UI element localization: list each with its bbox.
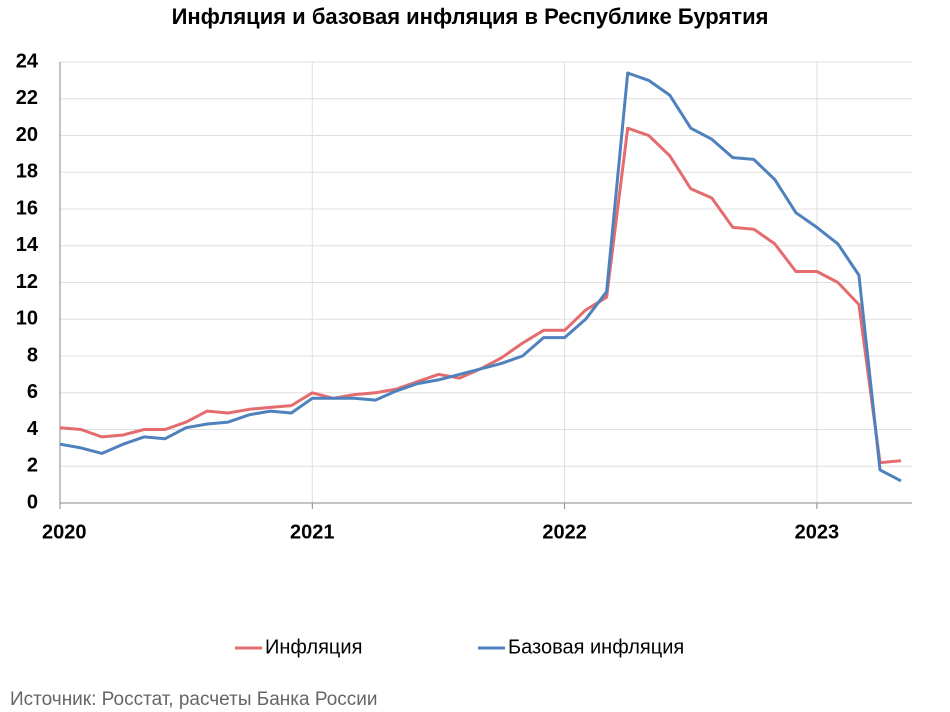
y-tick-label: 18 bbox=[16, 161, 38, 183]
source: Источник: Росстат, расчеты Банка России bbox=[10, 689, 378, 710]
y-tick-label: 6 bbox=[27, 381, 38, 403]
y-tick-label: 10 bbox=[16, 308, 38, 330]
y-tick-label: 14 bbox=[16, 234, 39, 256]
x-tick-label: 2023 bbox=[795, 521, 840, 543]
line-series bbox=[59, 71, 902, 483]
y-tick-label: 0 bbox=[27, 491, 38, 513]
legend-label: Инфляция bbox=[265, 636, 362, 658]
x-tick-label: 2021 bbox=[290, 521, 335, 543]
y-tick-label: 8 bbox=[27, 344, 38, 366]
x-tick-label: 2020 bbox=[42, 521, 87, 543]
y-tick-label: 4 bbox=[27, 418, 39, 440]
y-tick-label: 22 bbox=[16, 87, 38, 109]
y-tick-label: 16 bbox=[16, 197, 38, 219]
y-tick-label: 12 bbox=[16, 271, 38, 293]
y-tick-label: 24 bbox=[16, 50, 39, 72]
y-tick-label: 20 bbox=[16, 124, 38, 146]
x-tick-label: 2022 bbox=[542, 521, 587, 543]
legend-label: Базовая инфляция bbox=[508, 636, 684, 658]
y-tick-label: 2 bbox=[27, 455, 38, 477]
chart-title: Инфляция и базовая инфляция в Республике… bbox=[172, 4, 769, 29]
